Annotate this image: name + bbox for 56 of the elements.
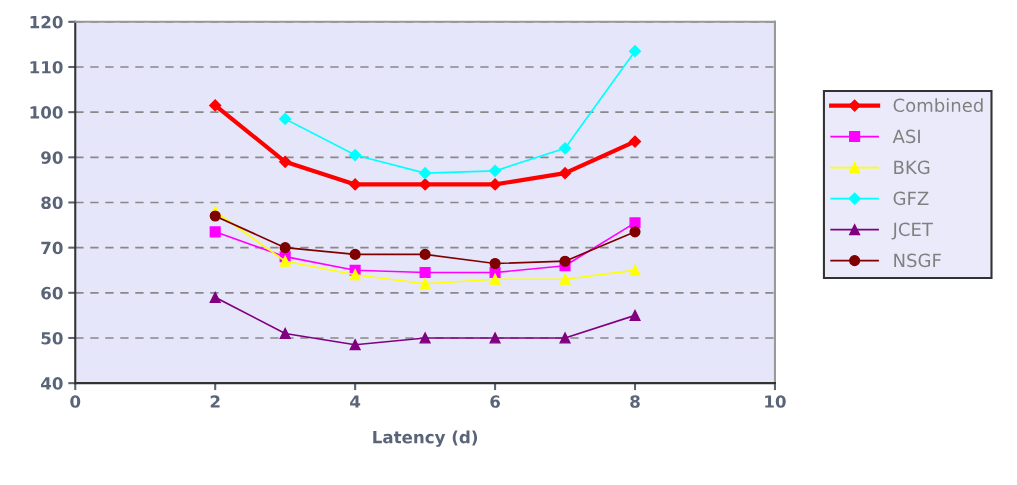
point bbox=[629, 217, 641, 229]
point bbox=[279, 242, 291, 254]
point bbox=[209, 226, 221, 238]
point bbox=[279, 255, 291, 267]
point bbox=[209, 99, 222, 112]
y-tick-label: 120 bbox=[30, 15, 63, 29]
x-tick-label: 2 bbox=[210, 395, 220, 408]
x-tick-label: 4 bbox=[350, 395, 361, 408]
point bbox=[629, 264, 641, 276]
point bbox=[489, 332, 501, 344]
point bbox=[279, 112, 292, 126]
x-axis-title: Latency (d) bbox=[373, 430, 478, 447]
point bbox=[489, 273, 501, 285]
y-tick-label: 110 bbox=[30, 60, 63, 74]
point bbox=[349, 148, 362, 162]
point bbox=[349, 248, 361, 260]
point bbox=[349, 269, 361, 281]
point bbox=[559, 273, 571, 285]
point bbox=[209, 291, 221, 303]
point bbox=[209, 210, 221, 222]
y-tick-label: 40 bbox=[41, 377, 63, 390]
point bbox=[558, 142, 572, 155]
y-tick-label: 50 bbox=[41, 331, 63, 345]
legend-label: ASI bbox=[892, 129, 920, 144]
legend-label: NSGF bbox=[894, 253, 941, 268]
point bbox=[349, 339, 361, 351]
point bbox=[558, 167, 572, 180]
point bbox=[628, 45, 642, 58]
x-tick-label: 6 bbox=[490, 395, 500, 408]
point bbox=[279, 327, 291, 340]
x-tick-label: 0 bbox=[70, 395, 81, 408]
legend-label: JCET bbox=[891, 222, 933, 240]
y-tick-label: 60 bbox=[41, 286, 63, 300]
point bbox=[629, 226, 641, 238]
point bbox=[419, 332, 431, 344]
y-tick-label: 70 bbox=[41, 241, 63, 255]
point bbox=[419, 248, 431, 260]
point bbox=[279, 155, 292, 168]
x-tick-label: 8 bbox=[630, 395, 640, 408]
y-tick-label: 100 bbox=[30, 106, 63, 119]
point bbox=[419, 278, 431, 290]
legend-label: Combined bbox=[893, 98, 983, 113]
point bbox=[559, 255, 571, 267]
point bbox=[489, 257, 501, 270]
legend-label: GFZ bbox=[893, 191, 929, 206]
y-tick-label: 80 bbox=[41, 196, 63, 210]
point bbox=[419, 266, 431, 279]
point bbox=[488, 164, 502, 177]
x-tick-label: 10 bbox=[765, 395, 786, 408]
point bbox=[629, 309, 641, 321]
y-tick-label: 90 bbox=[41, 151, 63, 164]
point bbox=[628, 135, 642, 148]
point bbox=[419, 167, 432, 180]
point bbox=[488, 178, 502, 191]
legend-label: BKG bbox=[894, 160, 930, 175]
point bbox=[559, 332, 571, 344]
